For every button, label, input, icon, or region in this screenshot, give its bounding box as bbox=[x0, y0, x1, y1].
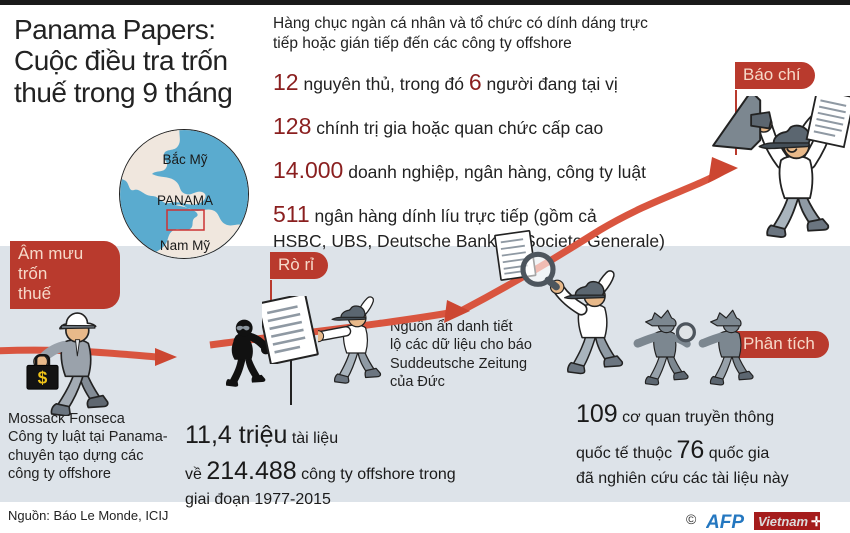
svg-text:$: $ bbox=[38, 368, 48, 388]
